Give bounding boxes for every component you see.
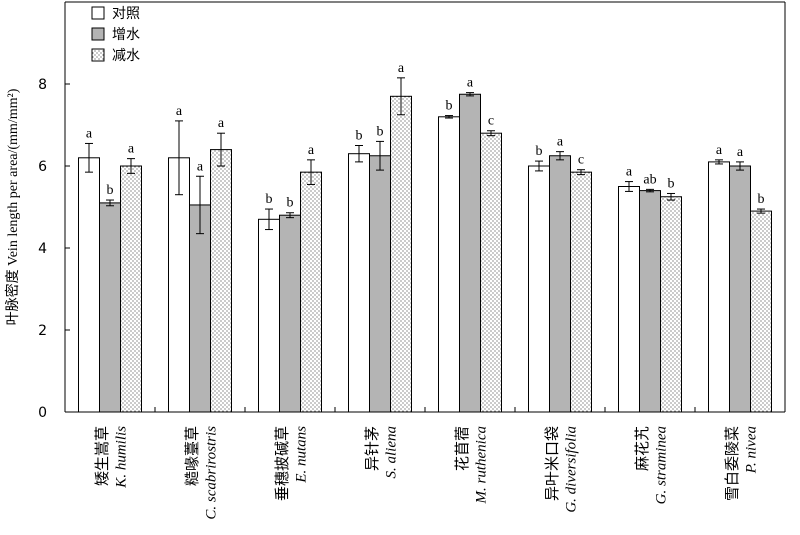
- bar: [549, 155, 571, 413]
- legend-label: 对照: [112, 6, 140, 22]
- bars: [78, 77, 772, 413]
- legend-label: 减水: [112, 48, 140, 64]
- significance-letter: c: [488, 114, 494, 129]
- category-cn: 雪白委陵菜: [723, 426, 741, 501]
- y-tick-label: 2: [38, 323, 47, 339]
- category-latin: G. diversifolia: [564, 426, 580, 513]
- x-category-label: 花苜蓿 M. ruthenica: [453, 426, 490, 504]
- legend-swatch: [91, 48, 105, 62]
- category-latin: K. humilis: [114, 426, 130, 489]
- significance-letter: b: [287, 196, 294, 211]
- bar: [438, 116, 460, 413]
- category-latin: E. nutans: [294, 426, 310, 484]
- significance-letter: a: [737, 145, 744, 160]
- bar: [348, 153, 370, 413]
- significance-letter: a: [398, 61, 405, 76]
- significance-letter: a: [86, 126, 93, 141]
- legend-label: 增水: [112, 27, 140, 43]
- bar: [708, 161, 730, 413]
- significance-letter: c: [578, 153, 584, 168]
- significance-letter: a: [467, 76, 474, 91]
- significance-letter: b: [107, 183, 114, 198]
- category-latin: M. ruthenica: [474, 426, 490, 504]
- y-tick-label: 4: [38, 241, 47, 257]
- bar: [99, 202, 121, 413]
- category-cn: 糙喙薹草: [183, 426, 201, 486]
- x-category-label: 麻花艽 G. straminea: [633, 426, 670, 504]
- legend-swatch: [91, 27, 105, 41]
- bar: [750, 210, 772, 413]
- category-cn: 异叶米口袋: [543, 426, 561, 501]
- bar: [210, 149, 232, 413]
- x-category-label: 异叶米口袋 G. diversifolia: [543, 426, 580, 513]
- bar: [480, 132, 502, 413]
- bar: [528, 165, 550, 413]
- bar: [729, 165, 751, 413]
- bar: [618, 186, 640, 413]
- bar: [78, 157, 100, 413]
- significance-letter: b: [668, 176, 675, 191]
- significance-letter: a: [176, 104, 183, 119]
- significance-letter: b: [758, 192, 765, 207]
- significance-letter: a: [557, 135, 564, 150]
- category-cn: 垂穗披碱草: [273, 426, 291, 501]
- significance-letter: a: [716, 143, 723, 158]
- x-category-label: 糙喙薹草 C. scabrirostris: [183, 426, 220, 520]
- category-latin: P. nivea: [744, 426, 760, 474]
- x-category-label: 异针茅 S. aliena: [363, 426, 400, 479]
- bar: [120, 165, 142, 413]
- bar: [390, 95, 412, 413]
- significance-letter: a: [218, 116, 225, 131]
- bar: [570, 171, 592, 413]
- y-axis-label: 叶脉密度 Vein length per area/(mm/mm²): [4, 88, 21, 325]
- y-tick-label: 6: [38, 159, 47, 175]
- significance-letter: a: [197, 159, 204, 174]
- bar: [369, 155, 391, 413]
- bar: [189, 204, 211, 413]
- bar: [660, 196, 682, 413]
- category-cn: 矮生嵩草: [93, 426, 111, 486]
- significance-letter: a: [626, 165, 633, 180]
- bar: [279, 214, 301, 413]
- bar: [459, 93, 481, 413]
- significance-letter: b: [446, 99, 453, 114]
- bar: [168, 157, 190, 413]
- y-tick-label: 8: [38, 77, 47, 93]
- category-latin: C. scabrirostris: [204, 426, 220, 520]
- legend-swatch: [91, 6, 105, 20]
- significance-letter: b: [356, 129, 363, 144]
- category-cn: 异针茅: [363, 426, 381, 471]
- x-category-label: 垂穗披碱草 E. nutans: [273, 426, 310, 501]
- bar: [639, 190, 661, 413]
- significance-letter: a: [308, 143, 315, 158]
- x-category-label: 矮生嵩草 K. humilis: [93, 426, 130, 489]
- bar: [300, 171, 322, 413]
- significance-letter: b: [377, 124, 384, 139]
- significance-letter: a: [128, 142, 135, 157]
- significance-letter: b: [266, 192, 273, 207]
- bar: [258, 218, 280, 413]
- significance-letter: ab: [643, 172, 656, 187]
- category-cn: 麻花艽: [633, 426, 651, 471]
- significance-letter: b: [536, 144, 543, 159]
- category-latin: G. straminea: [654, 426, 670, 504]
- x-category-label: 雪白委陵菜 P. nivea: [723, 426, 760, 501]
- category-cn: 花苜蓿: [453, 426, 471, 471]
- category-latin: S. aliena: [384, 426, 400, 479]
- y-tick-label: 0: [38, 405, 47, 421]
